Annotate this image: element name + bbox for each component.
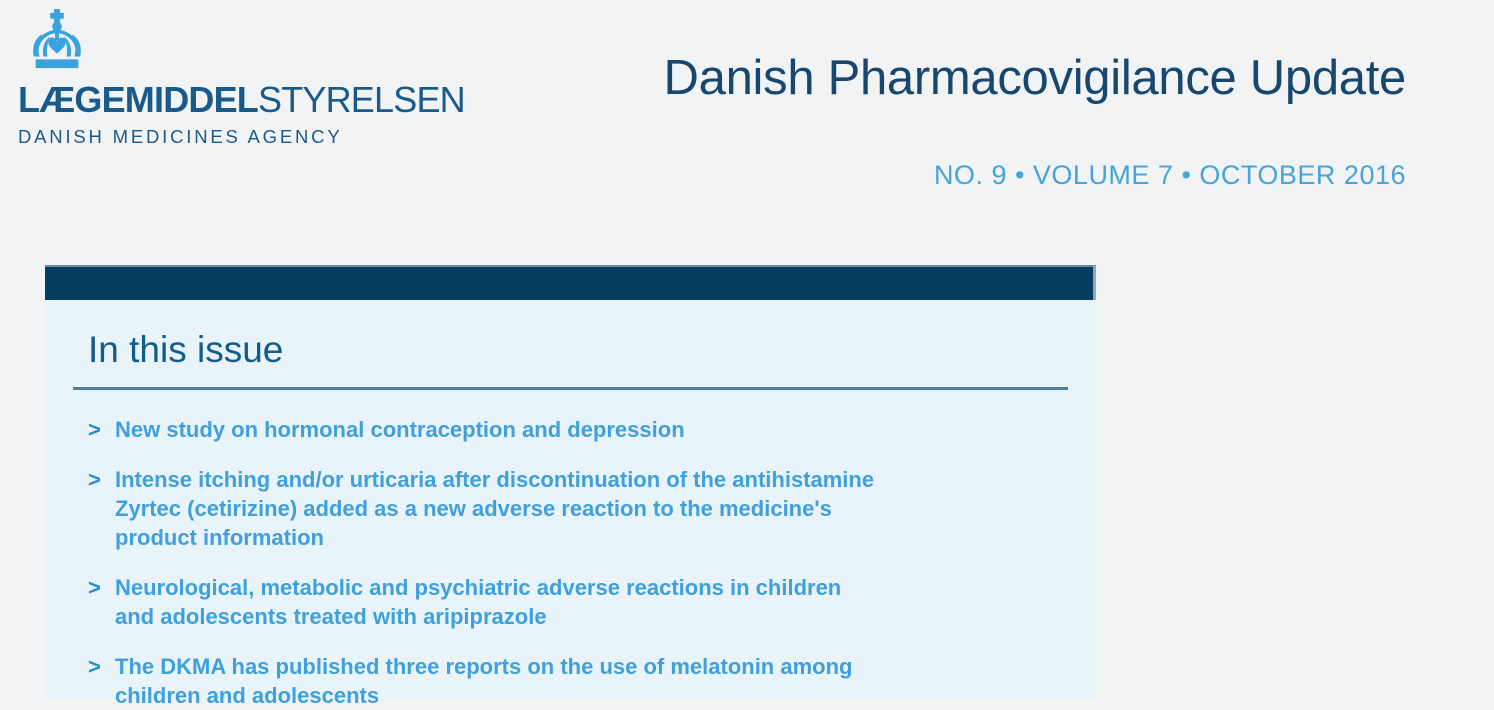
in-this-issue-box: In this issue > New study on hormonal co… [45, 265, 1096, 708]
toc-list: > New study on hormonal contraception an… [88, 415, 1068, 710]
toc-item[interactable]: > New study on hormonal contraception an… [88, 415, 1068, 444]
toc-item-label: The DKMA has published three reports on … [115, 653, 853, 708]
toc-item-label: New study on hormonal contraception and … [115, 416, 685, 442]
chevron-bullet-icon: > [88, 574, 101, 600]
issue-box-heading: In this issue [88, 329, 284, 370]
logo-wordmark-light: STYRELSEN [258, 79, 466, 120]
agency-logo: LÆGEMIDDELSTYRELSEN DANISH MEDICINES AGE… [18, 8, 466, 148]
chevron-bullet-icon: > [88, 653, 101, 679]
heading-divider [73, 386, 1068, 390]
newsletter-title: Danish Pharmacovigilance Update [663, 51, 1407, 105]
issue-box-header-bar [45, 265, 1096, 300]
issue-date-line: NO. 9 • VOLUME 7 • OCTOBER 2016 [933, 160, 1406, 190]
toc-item[interactable]: > Neurological, metabolic and psychiatri… [88, 573, 1068, 631]
logo-wordmark: LÆGEMIDDELSTYRELSEN [18, 79, 466, 120]
logo-agency-line: DANISH MEDICINES AGENCY [18, 126, 343, 147]
toc-item[interactable]: > Intense itching and/or urticaria after… [88, 465, 1068, 552]
toc-item-label: Intense itching and/or urticaria after d… [115, 466, 875, 550]
chevron-bullet-icon: > [88, 466, 101, 492]
chevron-bullet-icon: > [88, 416, 101, 442]
toc-item-label: Neurological, metabolic and psychiatric … [115, 574, 842, 629]
logo-wordmark-bold: LÆGEMIDDEL [18, 79, 259, 120]
crown-icon [33, 9, 81, 69]
issue-box-content: In this issue > New study on hormonal co… [45, 300, 1096, 708]
toc-item[interactable]: > The DKMA has published three reports o… [88, 652, 1068, 710]
